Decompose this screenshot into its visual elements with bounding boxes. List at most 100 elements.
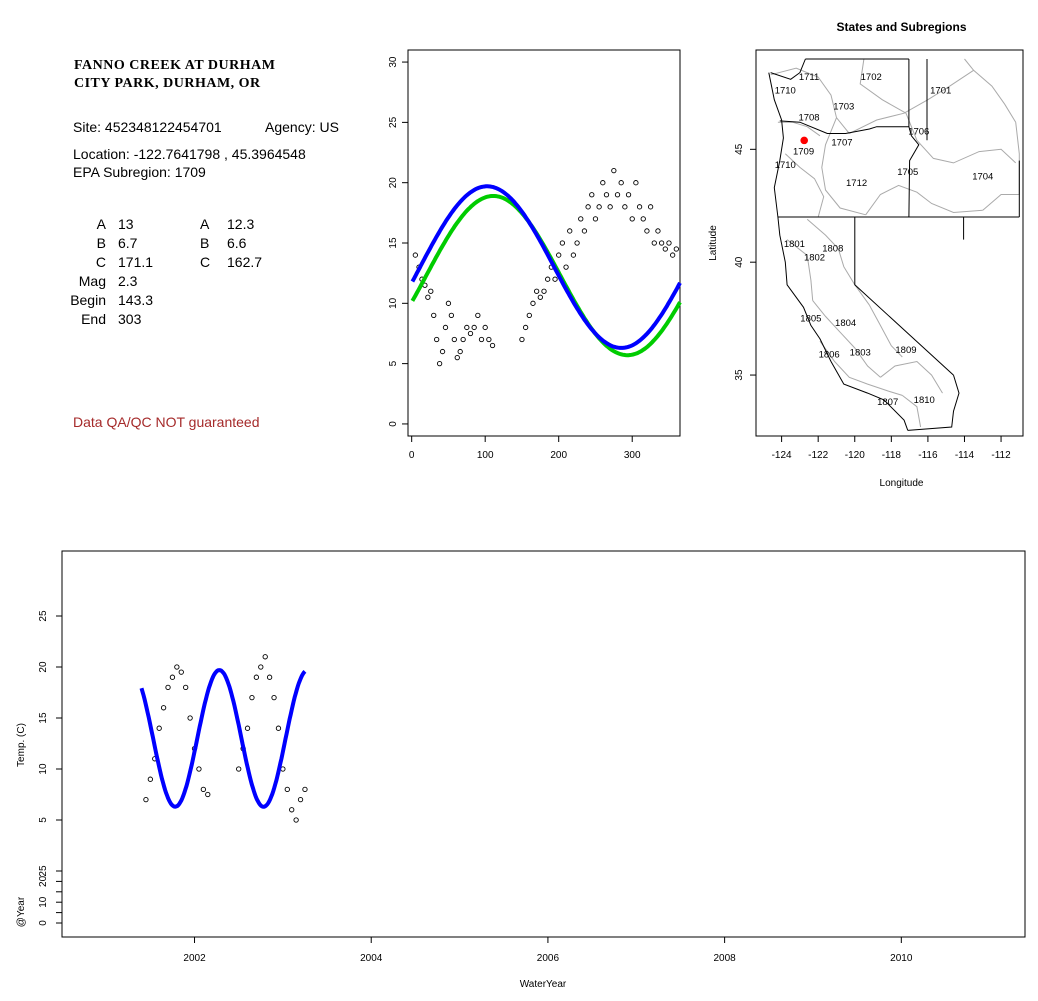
y2-tick-label: 25 bbox=[38, 865, 49, 877]
param-value: 6.6 bbox=[227, 235, 247, 251]
param-name: C bbox=[200, 254, 211, 270]
state-border bbox=[908, 59, 920, 218]
subregion-boundary bbox=[1015, 122, 1020, 195]
x-tick-label: 200 bbox=[550, 450, 567, 461]
data-point bbox=[439, 348, 446, 355]
data-point bbox=[302, 786, 308, 793]
qa-disclaimer: Data QA/QC NOT guaranteed bbox=[73, 414, 260, 430]
x-tick-label: -112 bbox=[991, 450, 1011, 461]
param-name: B bbox=[96, 235, 106, 251]
data-point bbox=[143, 796, 149, 803]
data-point bbox=[412, 252, 419, 258]
subregion-label: 1801 bbox=[784, 239, 805, 250]
data-point bbox=[478, 336, 485, 343]
data-point bbox=[293, 817, 299, 823]
subregion-label: 1809 bbox=[895, 345, 916, 356]
data-point bbox=[165, 684, 171, 691]
data-point bbox=[297, 796, 304, 803]
data-point bbox=[174, 664, 180, 670]
subregion-label: 1706 bbox=[908, 126, 929, 137]
subregion-boundary bbox=[849, 69, 974, 134]
data-point bbox=[196, 766, 202, 772]
data-point bbox=[559, 240, 566, 246]
subregion-boundary bbox=[819, 340, 903, 396]
subregion-label: 1808 bbox=[822, 244, 843, 255]
data-point bbox=[236, 766, 242, 772]
y2-tick-label: 0 bbox=[38, 920, 49, 926]
y-tick-label: 20 bbox=[388, 177, 399, 189]
data-point bbox=[537, 294, 543, 300]
parameter-table: A 13 A 12.3 B 6.7 B 6.6 C 171.1 C 162.7 … bbox=[56, 216, 316, 336]
data-point bbox=[589, 192, 595, 198]
data-point bbox=[522, 324, 529, 331]
y2-axis-label: @Year bbox=[16, 896, 27, 927]
param-value: 171.1 bbox=[118, 254, 154, 270]
data-point bbox=[156, 725, 162, 731]
map-frame bbox=[755, 49, 1024, 437]
x-tick-label: -122 bbox=[808, 450, 828, 461]
data-point bbox=[574, 240, 580, 246]
y-tick-label: 20 bbox=[38, 661, 49, 673]
data-point bbox=[457, 348, 463, 355]
subregion-label: 1709 bbox=[793, 147, 814, 158]
param-name: Begin bbox=[70, 292, 106, 308]
data-point bbox=[622, 204, 628, 210]
data-point bbox=[578, 216, 584, 222]
fit-curve bbox=[139, 668, 307, 809]
state-border bbox=[907, 374, 960, 431]
subregion-label: 1712 bbox=[846, 178, 867, 189]
data-point bbox=[464, 324, 470, 331]
data-point bbox=[603, 192, 610, 198]
y-axis-label: Latitude bbox=[708, 225, 719, 261]
location: Location: -122.7641798 , 45.3964548 bbox=[73, 146, 306, 162]
data-point bbox=[249, 694, 255, 701]
y2-tick-label: 10 bbox=[38, 896, 49, 908]
site-id: Site: 452348122454701 bbox=[73, 119, 222, 135]
data-point bbox=[592, 216, 599, 222]
param-name: C bbox=[95, 254, 106, 270]
data-point bbox=[486, 336, 492, 343]
data-point bbox=[454, 354, 460, 361]
x-tick-label: 2010 bbox=[890, 953, 913, 964]
subregion-label: 1802 bbox=[804, 253, 825, 264]
data-point bbox=[467, 330, 474, 337]
data-point bbox=[448, 312, 455, 319]
param-value: 162.7 bbox=[227, 254, 263, 270]
param-name: A bbox=[200, 216, 210, 232]
subregion-label: 1710 bbox=[775, 160, 796, 171]
fit-curve bbox=[410, 194, 682, 358]
y-tick-label: 30 bbox=[388, 56, 399, 68]
data-point bbox=[436, 360, 443, 367]
param-value: 143.3 bbox=[118, 292, 154, 308]
y-tick-label: 10 bbox=[388, 297, 399, 309]
data-point bbox=[244, 725, 251, 731]
data-point bbox=[607, 204, 613, 210]
y-tick-label: 15 bbox=[38, 712, 49, 724]
data-point bbox=[475, 312, 481, 319]
y-tick-label: 5 bbox=[38, 817, 49, 823]
data-point bbox=[425, 294, 431, 300]
data-point bbox=[178, 669, 184, 675]
data-point bbox=[556, 252, 562, 258]
data-point bbox=[596, 204, 602, 210]
subregion-boundary bbox=[821, 117, 866, 216]
data-point bbox=[275, 725, 282, 731]
param-value: 2.3 bbox=[118, 273, 138, 289]
data-point bbox=[428, 288, 434, 294]
data-point bbox=[271, 694, 277, 701]
y-tick-label: 0 bbox=[388, 421, 399, 427]
param-value: 6.7 bbox=[118, 235, 138, 251]
fit-curve bbox=[410, 184, 682, 350]
data-point bbox=[183, 684, 189, 691]
subregion-label: 1803 bbox=[850, 347, 871, 358]
data-point bbox=[633, 180, 639, 186]
param-value: 303 bbox=[118, 311, 142, 327]
data-point bbox=[482, 324, 488, 331]
x-tick-label: 0 bbox=[409, 450, 415, 461]
data-point bbox=[289, 807, 295, 813]
y-axis-label: Temp. (C) bbox=[16, 723, 27, 767]
data-point bbox=[644, 228, 650, 234]
epa-subregion: EPA Subregion: 1709 bbox=[73, 164, 206, 180]
data-point bbox=[655, 228, 661, 234]
data-point bbox=[434, 336, 440, 343]
